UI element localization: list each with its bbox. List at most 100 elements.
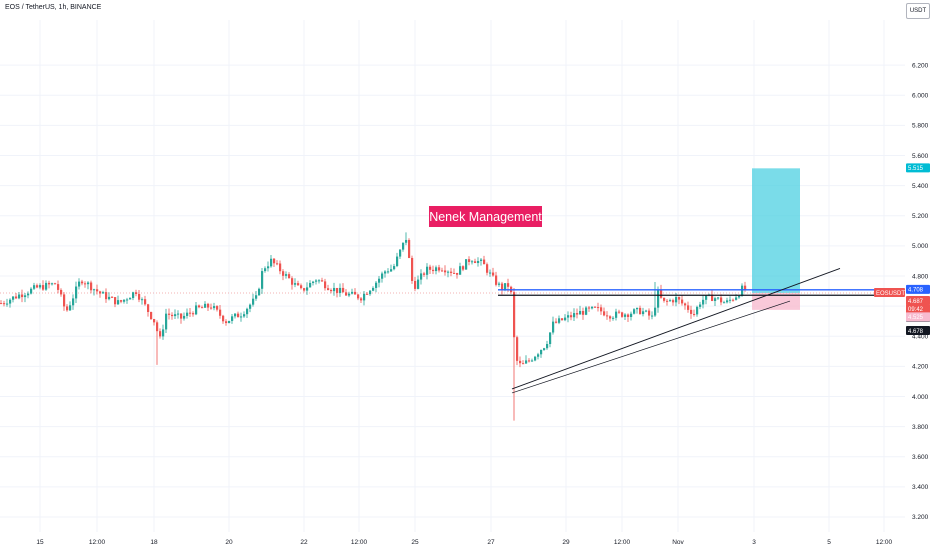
candle-body (78, 281, 81, 287)
candle-body (75, 286, 78, 299)
candle-body (120, 300, 123, 302)
candle-body (393, 266, 396, 270)
candle-body (363, 293, 366, 301)
y-tick-label: 5.600 (912, 153, 929, 160)
candle-body (639, 307, 642, 315)
candle-body (687, 305, 690, 310)
candle-body (129, 298, 132, 300)
candle-body (417, 279, 420, 289)
x-tick-label: 27 (487, 539, 495, 546)
candle-body (744, 285, 747, 291)
candle-body (48, 282, 51, 285)
currency-badge[interactable]: USDT (906, 3, 930, 19)
candle-body (279, 263, 282, 272)
candle-body (234, 313, 237, 317)
candle-body (483, 259, 486, 265)
candle-body (117, 300, 120, 305)
candle-body (201, 307, 204, 309)
candle-body (207, 303, 210, 308)
candle-body (723, 302, 726, 304)
price-tag (906, 304, 930, 314)
candle-body (6, 303, 9, 305)
candle-body (96, 289, 99, 292)
candle-body (213, 306, 216, 309)
candle-body (306, 287, 309, 291)
candle-body (420, 273, 423, 280)
candle-body (435, 267, 438, 272)
candle-body (492, 272, 495, 276)
long-target-zone (752, 168, 800, 294)
y-tick-label: 5.200 (912, 213, 929, 220)
candle-body (252, 298, 255, 305)
candle-body (597, 307, 600, 309)
candle-body (114, 297, 117, 305)
price-axis[interactable]: 6.200 6.000 5.800 5.600 5.400 5.200 5.000 4.800… (912, 62, 929, 521)
candle-body (21, 294, 24, 298)
candle-body (396, 256, 399, 267)
candle-body (441, 270, 444, 272)
price-tag-label: 4.678 (908, 329, 924, 335)
candle-body (291, 278, 294, 285)
candle-body (399, 249, 402, 257)
candle-body (345, 292, 348, 296)
candle-body (702, 299, 705, 305)
price-tag-label: 4.525 (908, 315, 924, 321)
candle-body (15, 296, 18, 299)
y-tick-label: 4.200 (912, 364, 929, 371)
candle-body (402, 242, 405, 250)
candle-body (666, 300, 669, 302)
annotation-group[interactable]: Nenek Management (429, 206, 542, 227)
time-axis[interactable]: 15 12:00 18 20 22 12:00 25 27 29 12:00 Nov 3 5 12:00 (36, 539, 892, 546)
candle-body (561, 318, 564, 321)
candle-body (414, 280, 417, 289)
candle-body (549, 332, 552, 345)
candle-body (669, 300, 672, 302)
candle-body (525, 360, 528, 364)
candle-body (570, 315, 573, 318)
candle-body (579, 310, 582, 315)
symbol-title: EOS / TetherUS, 1h, BINANCE (5, 4, 102, 11)
candle-body (189, 312, 192, 314)
candle-body (690, 309, 693, 314)
candle-body (51, 283, 54, 285)
candle-body (342, 287, 345, 293)
candle-body (153, 319, 156, 323)
candle-body (180, 313, 183, 319)
candles (0, 232, 747, 421)
candle-body (297, 283, 300, 286)
long-stop-zone (752, 293, 800, 310)
candle-body (375, 282, 378, 288)
y-tick-label: 3.800 (912, 424, 929, 431)
price-tag-label: 4.708 (908, 288, 924, 294)
candle-body (228, 320, 231, 324)
candle-body (261, 271, 264, 289)
candle-body (486, 264, 489, 273)
candle-body (591, 306, 594, 309)
candle-body (588, 307, 591, 309)
candle-body (288, 274, 291, 279)
candle-body (474, 261, 477, 264)
candle-body (195, 305, 198, 315)
candle-body (645, 310, 648, 312)
candle-body (732, 299, 735, 301)
candle-body (111, 296, 114, 298)
candle-body (351, 291, 354, 294)
candle-body (459, 266, 462, 275)
candle-body (369, 290, 372, 295)
x-tick-label: 25 (411, 539, 419, 546)
candle-body (705, 295, 708, 300)
candle-body (141, 299, 144, 301)
candle-body (648, 310, 651, 316)
x-tick-label: 22 (300, 539, 308, 546)
candle-body (450, 271, 453, 273)
candle-body (501, 283, 504, 290)
candle-body (684, 303, 687, 306)
candle-body (105, 292, 108, 300)
candle-body (471, 261, 474, 263)
candle-body (513, 292, 516, 338)
x-tick-label: 3 (752, 539, 756, 546)
candle-body (333, 287, 336, 292)
price-tag (874, 288, 905, 298)
